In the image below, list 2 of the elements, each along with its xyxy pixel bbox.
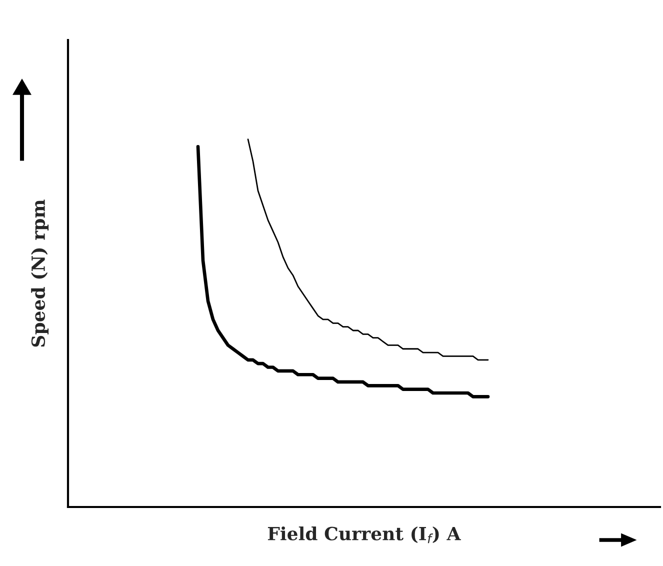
y-axis-title: Speed (N) rpm	[31, 200, 49, 347]
x-axis-title: Field Current (I$_{f}$) A	[268, 526, 461, 544]
